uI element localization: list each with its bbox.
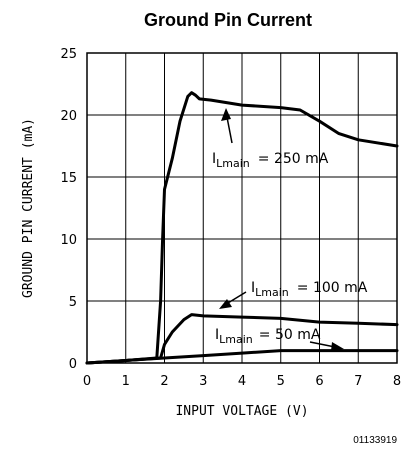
y-axis-label: GROUND PIN CURRENT (mA) bbox=[21, 118, 36, 298]
x-tick-labels: 0 1 2 3 4 5 6 7 8 bbox=[83, 374, 401, 389]
x-tick-label: 1 bbox=[122, 374, 130, 389]
horizontal-gridlines bbox=[87, 114, 397, 302]
label-50ma-rest: = 50 mA bbox=[259, 327, 321, 343]
x-tick-label: 7 bbox=[354, 374, 362, 389]
y-tick-label: 10 bbox=[60, 233, 77, 248]
chart-title: Ground Pin Current bbox=[144, 10, 312, 30]
x-tick-label: 2 bbox=[160, 374, 168, 389]
figure-code: 01133919 bbox=[353, 435, 397, 446]
x-tick-label: 3 bbox=[199, 374, 207, 389]
label-50ma-sub: Lmain bbox=[219, 333, 253, 346]
y-tick-label: 5 bbox=[69, 295, 77, 310]
annotation-arrowhead-100ma bbox=[219, 299, 232, 309]
label-250ma-rest: = 250 mA bbox=[258, 151, 329, 167]
label-100ma-main: I bbox=[251, 280, 255, 296]
y-tick-label: 20 bbox=[60, 109, 77, 124]
label-250ma-main: I bbox=[212, 151, 216, 167]
label-50ma: ILmain = 50 mA bbox=[215, 327, 321, 346]
label-100ma-rest: = 100 mA bbox=[297, 280, 368, 296]
label-250ma: ILmain = 250 mA bbox=[212, 151, 329, 170]
label-50ma-main: I bbox=[215, 327, 219, 343]
series-line-2 bbox=[85, 349, 399, 365]
label-100ma-sub: Lmain bbox=[255, 286, 289, 299]
annotation-arrowhead-50ma bbox=[331, 342, 344, 351]
y-tick-labels: 0 5 10 15 20 25 bbox=[60, 47, 77, 372]
x-tick-label: 6 bbox=[315, 374, 323, 389]
series-line-0 bbox=[85, 91, 399, 365]
x-tick-label: 8 bbox=[393, 374, 401, 389]
plot-frame bbox=[86, 52, 398, 364]
x-axis-label: INPUT VOLTAGE (V) bbox=[175, 404, 308, 419]
label-250ma-sub: Lmain bbox=[216, 157, 250, 170]
y-tick-label: 25 bbox=[60, 47, 77, 62]
y-tick-label: 15 bbox=[60, 171, 77, 186]
y-tick-label: 0 bbox=[69, 357, 77, 372]
label-100ma: ILmain = 100 mA bbox=[251, 280, 368, 299]
x-tick-label: 4 bbox=[238, 374, 246, 389]
series-lines bbox=[85, 91, 399, 365]
annotation-arrowhead-250ma bbox=[221, 108, 231, 121]
x-tick-label: 5 bbox=[277, 374, 285, 389]
x-tick-label: 0 bbox=[83, 374, 91, 389]
